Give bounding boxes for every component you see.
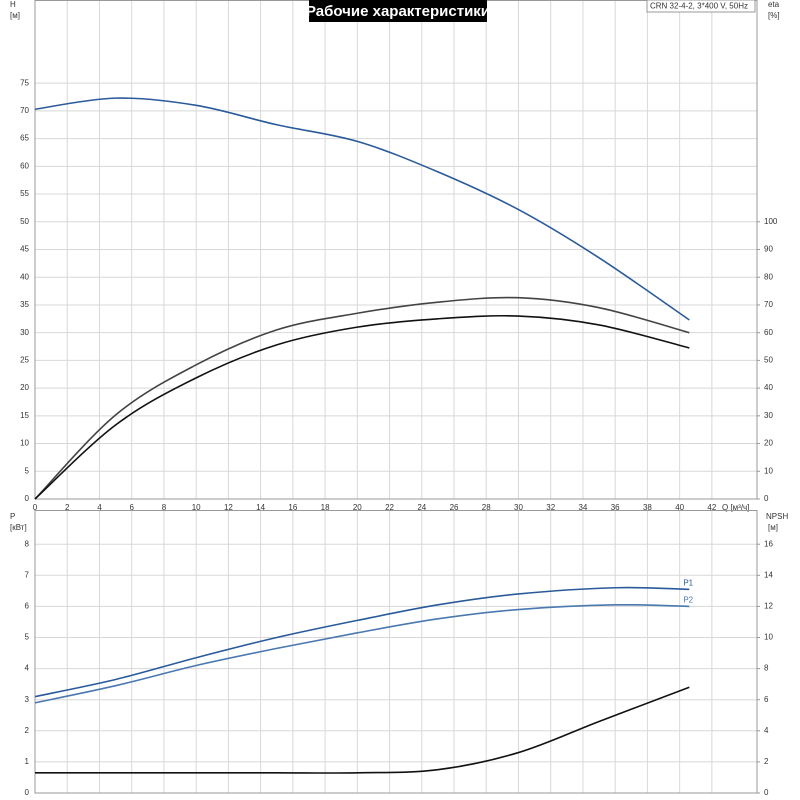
x-tick-label: 20 bbox=[353, 503, 362, 512]
x-tick-label: 14 bbox=[256, 503, 265, 512]
x-tick-label: 28 bbox=[482, 503, 491, 512]
x-tick-label: 22 bbox=[385, 503, 394, 512]
axis-label: [м] bbox=[10, 11, 20, 20]
axis-label: P bbox=[10, 512, 15, 521]
y-tick-label: 70 bbox=[20, 106, 29, 115]
y-tick-label: 5 bbox=[25, 466, 30, 475]
y2-tick-label: 40 bbox=[764, 383, 773, 392]
y2-tick-label: 20 bbox=[764, 439, 773, 448]
chart-title: Рабочие характеристики bbox=[306, 3, 490, 20]
x-tick-label: 38 bbox=[643, 503, 652, 512]
y-tick-label: 35 bbox=[20, 300, 29, 309]
y2-tick-label: 30 bbox=[764, 411, 773, 420]
x-tick-label: 36 bbox=[611, 503, 620, 512]
y-tick-label: 1 bbox=[25, 757, 30, 766]
x-tick-label: 12 bbox=[224, 503, 233, 512]
x-tick-label: 24 bbox=[417, 503, 426, 512]
y2-tick-label: 10 bbox=[764, 466, 773, 475]
curve bbox=[35, 686, 690, 774]
y-tick-label: 2 bbox=[25, 726, 30, 735]
axis-label: [м] bbox=[768, 523, 778, 532]
y2-tick-label: 70 bbox=[764, 300, 773, 309]
y-tick-label: 40 bbox=[20, 272, 29, 281]
y2-tick-label: 100 bbox=[764, 217, 778, 226]
y-tick-label: 20 bbox=[20, 383, 29, 392]
y2-tick-label: 12 bbox=[764, 602, 773, 611]
curve bbox=[34, 296, 690, 500]
y-tick-label: 65 bbox=[20, 134, 29, 143]
y2-tick-label: 16 bbox=[764, 539, 773, 548]
curve bbox=[34, 314, 690, 500]
title-box bbox=[309, 0, 487, 22]
axis-label: eta bbox=[768, 0, 780, 9]
annotation: CRN 32-4-2, 3*400 V, 50Hz bbox=[650, 2, 748, 11]
y2-tick-label: 50 bbox=[764, 355, 773, 364]
y2-tick-label: 0 bbox=[764, 494, 769, 503]
y2-tick-label: 80 bbox=[764, 272, 773, 281]
y2-tick-label: 6 bbox=[764, 695, 769, 704]
y-tick-label: 25 bbox=[20, 355, 29, 364]
y-tick-label: 7 bbox=[25, 570, 30, 579]
x-tick-label: 10 bbox=[192, 503, 201, 512]
x-tick-label: 6 bbox=[129, 503, 134, 512]
x-tick-label: 32 bbox=[546, 503, 555, 512]
axis-label: NPSH bbox=[766, 512, 788, 521]
y-tick-label: 45 bbox=[20, 245, 29, 254]
y2-tick-label: 10 bbox=[764, 633, 773, 642]
x-tick-label: 18 bbox=[321, 503, 330, 512]
y-tick-label: 3 bbox=[25, 695, 30, 704]
x-axis-label: Q [м³/ч] bbox=[722, 503, 749, 512]
axis-label: [кВт] bbox=[10, 523, 27, 532]
x-tick-label: 34 bbox=[578, 503, 587, 512]
curve bbox=[34, 586, 690, 698]
y-tick-label: 10 bbox=[20, 439, 29, 448]
y-tick-label: 15 bbox=[20, 411, 29, 420]
y-tick-label: 50 bbox=[20, 217, 29, 226]
axis-label: [%] bbox=[768, 11, 780, 20]
y-tick-label: 30 bbox=[20, 328, 29, 337]
x-tick-label: 0 bbox=[33, 503, 38, 512]
x-tick-label: 16 bbox=[288, 503, 297, 512]
y-tick-label: 75 bbox=[20, 78, 29, 87]
y-tick-label: 60 bbox=[20, 161, 29, 170]
y-tick-label: 4 bbox=[25, 664, 30, 673]
x-tick-label: 2 bbox=[65, 503, 70, 512]
axis-label: H bbox=[10, 0, 16, 9]
y2-tick-label: 90 bbox=[764, 245, 773, 254]
series-label: P2 bbox=[683, 596, 693, 605]
y2-tick-label: 14 bbox=[764, 570, 773, 579]
x-tick-label: 4 bbox=[97, 503, 102, 512]
y-tick-label: 55 bbox=[20, 189, 29, 198]
annotation-box bbox=[646, 0, 756, 13]
x-tick-label: 40 bbox=[675, 503, 684, 512]
y-tick-label: 0 bbox=[25, 494, 30, 503]
y-tick-label: 6 bbox=[25, 602, 30, 611]
curve bbox=[34, 97, 690, 321]
x-tick-label: 42 bbox=[707, 503, 716, 512]
y-tick-label: 5 bbox=[25, 633, 30, 642]
series-label: P1 bbox=[683, 578, 693, 587]
y2-tick-label: 8 bbox=[764, 664, 769, 673]
x-tick-label: 8 bbox=[162, 503, 167, 512]
y-tick-label: 8 bbox=[25, 539, 30, 548]
curve bbox=[34, 603, 690, 704]
y2-tick-label: 0 bbox=[764, 788, 769, 797]
y2-tick-label: 2 bbox=[764, 757, 769, 766]
x-tick-label: 26 bbox=[450, 503, 459, 512]
plot-frame bbox=[34, 510, 758, 794]
y-tick-label: 0 bbox=[25, 788, 30, 797]
y2-tick-label: 60 bbox=[764, 328, 773, 337]
y2-tick-label: 4 bbox=[764, 726, 769, 735]
x-tick-label: 30 bbox=[514, 503, 523, 512]
